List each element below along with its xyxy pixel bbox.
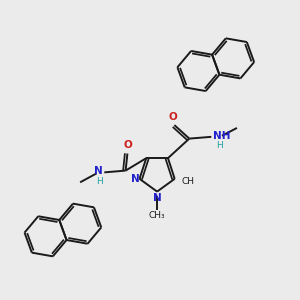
Text: N: N <box>94 166 103 176</box>
Text: NH: NH <box>213 131 230 141</box>
Text: CH: CH <box>181 177 194 186</box>
Text: H: H <box>96 177 103 186</box>
Text: N: N <box>153 194 162 203</box>
Text: O: O <box>168 112 177 122</box>
Text: O: O <box>123 140 132 150</box>
Text: CH₃: CH₃ <box>149 211 165 220</box>
Text: N: N <box>131 174 140 184</box>
Text: H: H <box>216 141 223 150</box>
